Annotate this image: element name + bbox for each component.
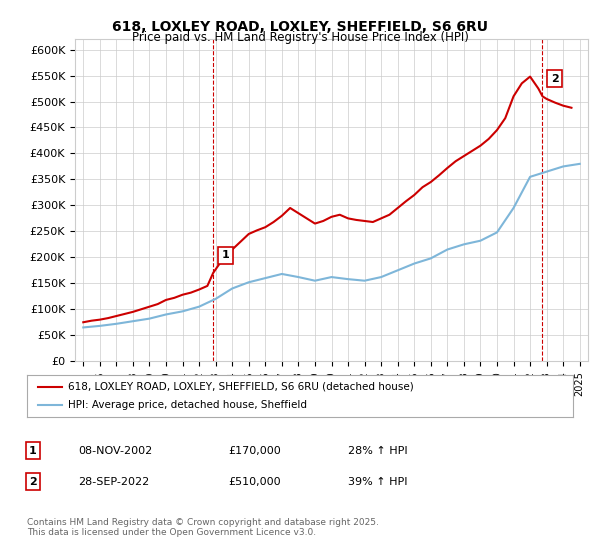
Text: 1: 1 <box>221 250 229 260</box>
Text: 618, LOXLEY ROAD, LOXLEY, SHEFFIELD, S6 6RU: 618, LOXLEY ROAD, LOXLEY, SHEFFIELD, S6 … <box>112 20 488 34</box>
Text: 618, LOXLEY ROAD, LOXLEY, SHEFFIELD, S6 6RU (detached house): 618, LOXLEY ROAD, LOXLEY, SHEFFIELD, S6 … <box>68 382 414 392</box>
Text: 2: 2 <box>551 74 559 84</box>
Text: 28% ↑ HPI: 28% ↑ HPI <box>348 446 407 456</box>
Text: 28-SEP-2022: 28-SEP-2022 <box>78 477 149 487</box>
Text: Price paid vs. HM Land Registry's House Price Index (HPI): Price paid vs. HM Land Registry's House … <box>131 31 469 44</box>
Text: £510,000: £510,000 <box>228 477 281 487</box>
Text: 2: 2 <box>29 477 37 487</box>
Text: 39% ↑ HPI: 39% ↑ HPI <box>348 477 407 487</box>
Text: £170,000: £170,000 <box>228 446 281 456</box>
Text: Contains HM Land Registry data © Crown copyright and database right 2025.
This d: Contains HM Land Registry data © Crown c… <box>27 518 379 538</box>
Text: HPI: Average price, detached house, Sheffield: HPI: Average price, detached house, Shef… <box>68 400 307 410</box>
Text: 1: 1 <box>29 446 37 456</box>
Text: 08-NOV-2002: 08-NOV-2002 <box>78 446 152 456</box>
